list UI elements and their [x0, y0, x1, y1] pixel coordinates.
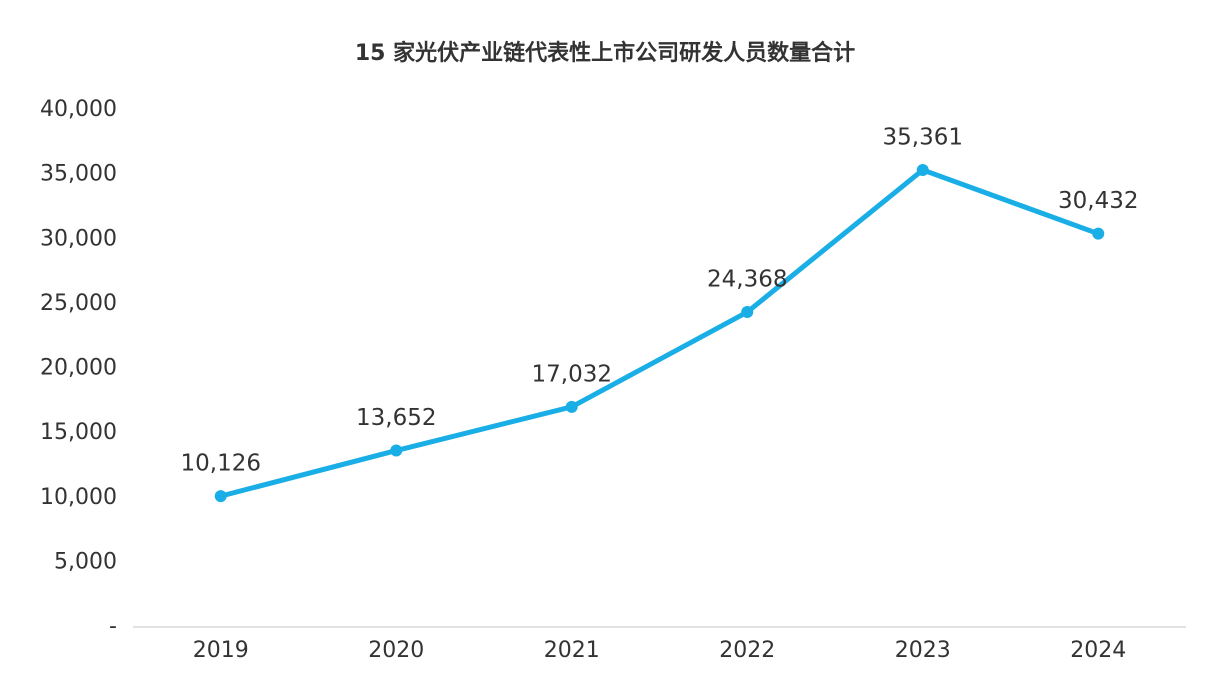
- y-tick-label: 5,000: [54, 549, 117, 574]
- point: [214, 490, 227, 503]
- point: [741, 306, 754, 319]
- y-tick-label: 25,000: [40, 291, 117, 316]
- point: [1092, 227, 1105, 240]
- x-tick-label: 2023: [895, 638, 951, 663]
- x-tick-label: 2020: [368, 638, 424, 663]
- x-tick-label: 2022: [719, 638, 775, 663]
- data-label: 17,032: [532, 361, 612, 387]
- x-tick-label: 2024: [1070, 638, 1126, 663]
- y-tick-label: 10,000: [40, 485, 117, 510]
- data-label: 30,432: [1058, 188, 1138, 214]
- chart-title: 15 家光伏产业链代表性上市公司研发人员数量合计: [355, 40, 855, 66]
- point: [565, 400, 578, 413]
- data-label: 35,361: [883, 124, 963, 150]
- point: [390, 444, 403, 457]
- data-label: 13,652: [356, 405, 436, 431]
- data-label: 24,368: [707, 267, 787, 293]
- y-tick-label: 30,000: [40, 226, 117, 251]
- y-tick-label: -: [109, 614, 117, 639]
- y-tick-label: 20,000: [40, 356, 117, 381]
- y-tick-label: 40,000: [40, 97, 117, 122]
- data-label: 10,126: [181, 451, 261, 477]
- x-tick-label: 2021: [544, 638, 600, 663]
- y-tick-label: 35,000: [40, 162, 117, 187]
- point: [916, 163, 929, 176]
- y-tick-label: 15,000: [40, 420, 117, 445]
- x-tick-label: 2019: [193, 638, 249, 663]
- line: [220, 167, 1100, 499]
